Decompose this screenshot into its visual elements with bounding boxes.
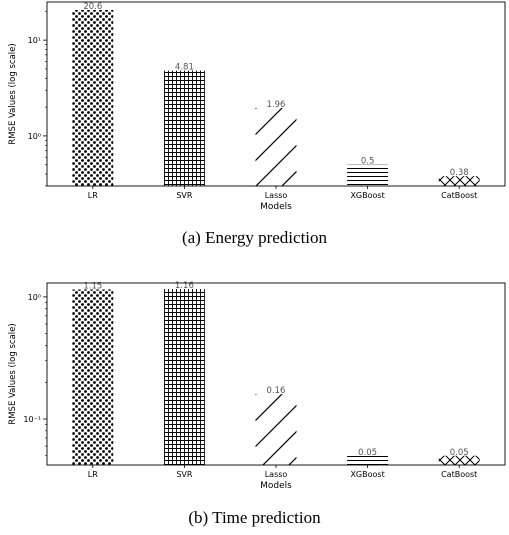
y-tick-label: 10⁰ <box>28 293 41 302</box>
y-tick-label: 10⁻¹ <box>23 415 41 424</box>
bar-value-label: 0.05 <box>358 448 377 458</box>
x-axis-label: Models <box>260 202 292 212</box>
bar-lr <box>72 10 114 186</box>
x-axis-label: Models <box>260 481 292 491</box>
bar-value-label: 0.38 <box>450 168 469 178</box>
y-axis-label: RMSE Values (log scale) <box>8 43 18 144</box>
bar-value-label: 4.81 <box>175 63 194 73</box>
x-tick-label: XGBoost <box>350 470 384 479</box>
x-tick-label: LR <box>88 191 98 200</box>
x-tick-label: CatBoost <box>441 191 477 200</box>
x-tick-label: Lasso <box>265 191 288 200</box>
plot-frame <box>46 1 506 187</box>
bar-value-label: 1.15 <box>83 282 102 292</box>
bar-value-label: 20.6 <box>83 2 102 12</box>
caption-energy-prediction: (a) Energy prediction <box>181 228 328 247</box>
bar-lr <box>72 289 114 465</box>
x-tick-label: LR <box>88 470 98 479</box>
x-tick-label: Lasso <box>265 470 288 479</box>
caption-time-prediction: (b) Time prediction <box>188 508 321 527</box>
bar-svr <box>163 289 205 465</box>
time-rmse-chart: 1.15 LR 1.16 SVR 0.16 Lasso 0.05 XGBoost 0.05 Cat… <box>8 281 506 491</box>
x-tick-label: SVR <box>176 191 193 200</box>
bar-value-label: 1.16 <box>175 281 194 291</box>
bar-value-label: 1.96 <box>267 100 286 110</box>
bar-value-label: 0.5 <box>361 157 375 167</box>
bar-catboost <box>438 455 480 465</box>
bar-lasso <box>255 107 297 186</box>
x-tick-label: XGBoost <box>350 191 384 200</box>
plot-frame <box>46 282 506 466</box>
bar-catboost <box>438 176 480 186</box>
x-tick-label: SVR <box>176 470 193 479</box>
bar-value-label: 0.05 <box>450 448 469 458</box>
bar-xgboost <box>347 164 389 186</box>
energy-rmse-chart: 20.6 LR 4.81 SVR 1.96 Lasso 0.5 XGBoost 0.38 CatB… <box>8 1 506 212</box>
y-axis-label: RMSE Values (log scale) <box>8 323 18 424</box>
y-tick-label: 10⁰ <box>28 132 41 141</box>
bar-lasso <box>255 394 297 465</box>
bar-svr <box>163 70 205 186</box>
bar-xgboost <box>347 455 389 465</box>
x-tick-label: CatBoost <box>441 470 477 479</box>
y-tick-label: 10¹ <box>28 36 41 45</box>
bar-value-label: 0.16 <box>267 386 286 396</box>
